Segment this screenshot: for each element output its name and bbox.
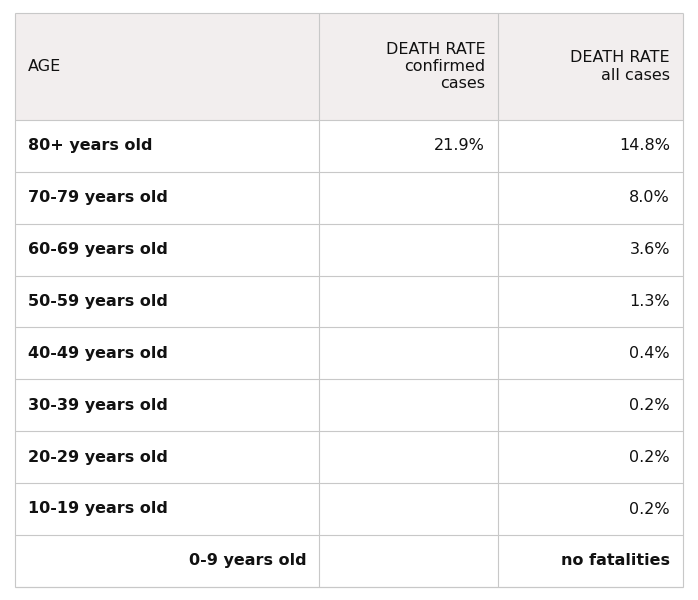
Text: 80+ years old: 80+ years old [28,139,152,154]
Text: 3.6%: 3.6% [630,242,670,257]
Text: 20-29 years old: 20-29 years old [28,449,168,464]
Text: 1.3%: 1.3% [630,294,670,309]
Bar [498,328,683,379]
Bar [498,275,683,328]
Bar [319,535,498,587]
Bar [498,431,683,483]
Text: 14.8%: 14.8% [619,139,670,154]
Text: 8.0%: 8.0% [630,190,670,205]
Bar [319,483,498,535]
Bar [498,483,683,535]
Text: 70-79 years old: 70-79 years old [28,190,168,205]
Bar [15,431,319,483]
Text: 30-39 years old: 30-39 years old [28,398,168,413]
Text: no fatalities: no fatalities [561,553,670,568]
Bar [15,328,319,379]
Text: 0.2%: 0.2% [630,398,670,413]
Bar [498,120,683,172]
Text: 21.9%: 21.9% [434,139,485,154]
Text: 0.2%: 0.2% [630,502,670,517]
Bar [15,483,319,535]
Text: 10-19 years old: 10-19 years old [28,502,168,517]
Bar [319,224,498,275]
Bar [498,535,683,587]
Bar [15,120,319,172]
Bar [15,379,319,431]
Text: 0-9 years old: 0-9 years old [188,553,306,568]
Text: DEATH RATE
confirmed
cases: DEATH RATE confirmed cases [385,42,485,91]
Bar [498,172,683,224]
Bar [15,13,319,120]
Bar [15,224,319,275]
Bar [498,13,683,120]
Text: 40-49 years old: 40-49 years old [28,346,168,361]
Bar [319,13,498,120]
Text: DEATH RATE
all cases: DEATH RATE all cases [570,50,670,83]
Bar [498,224,683,275]
Bar [15,172,319,224]
Text: 0.2%: 0.2% [630,449,670,464]
Bar [15,535,319,587]
Text: AGE: AGE [28,59,61,74]
Text: 60-69 years old: 60-69 years old [28,242,168,257]
Text: 0.4%: 0.4% [630,346,670,361]
Bar [319,275,498,328]
Bar [319,172,498,224]
Bar [319,328,498,379]
Bar [319,379,498,431]
Bar [319,431,498,483]
Bar [319,120,498,172]
Bar [15,275,319,328]
Bar [498,379,683,431]
Text: 50-59 years old: 50-59 years old [28,294,168,309]
